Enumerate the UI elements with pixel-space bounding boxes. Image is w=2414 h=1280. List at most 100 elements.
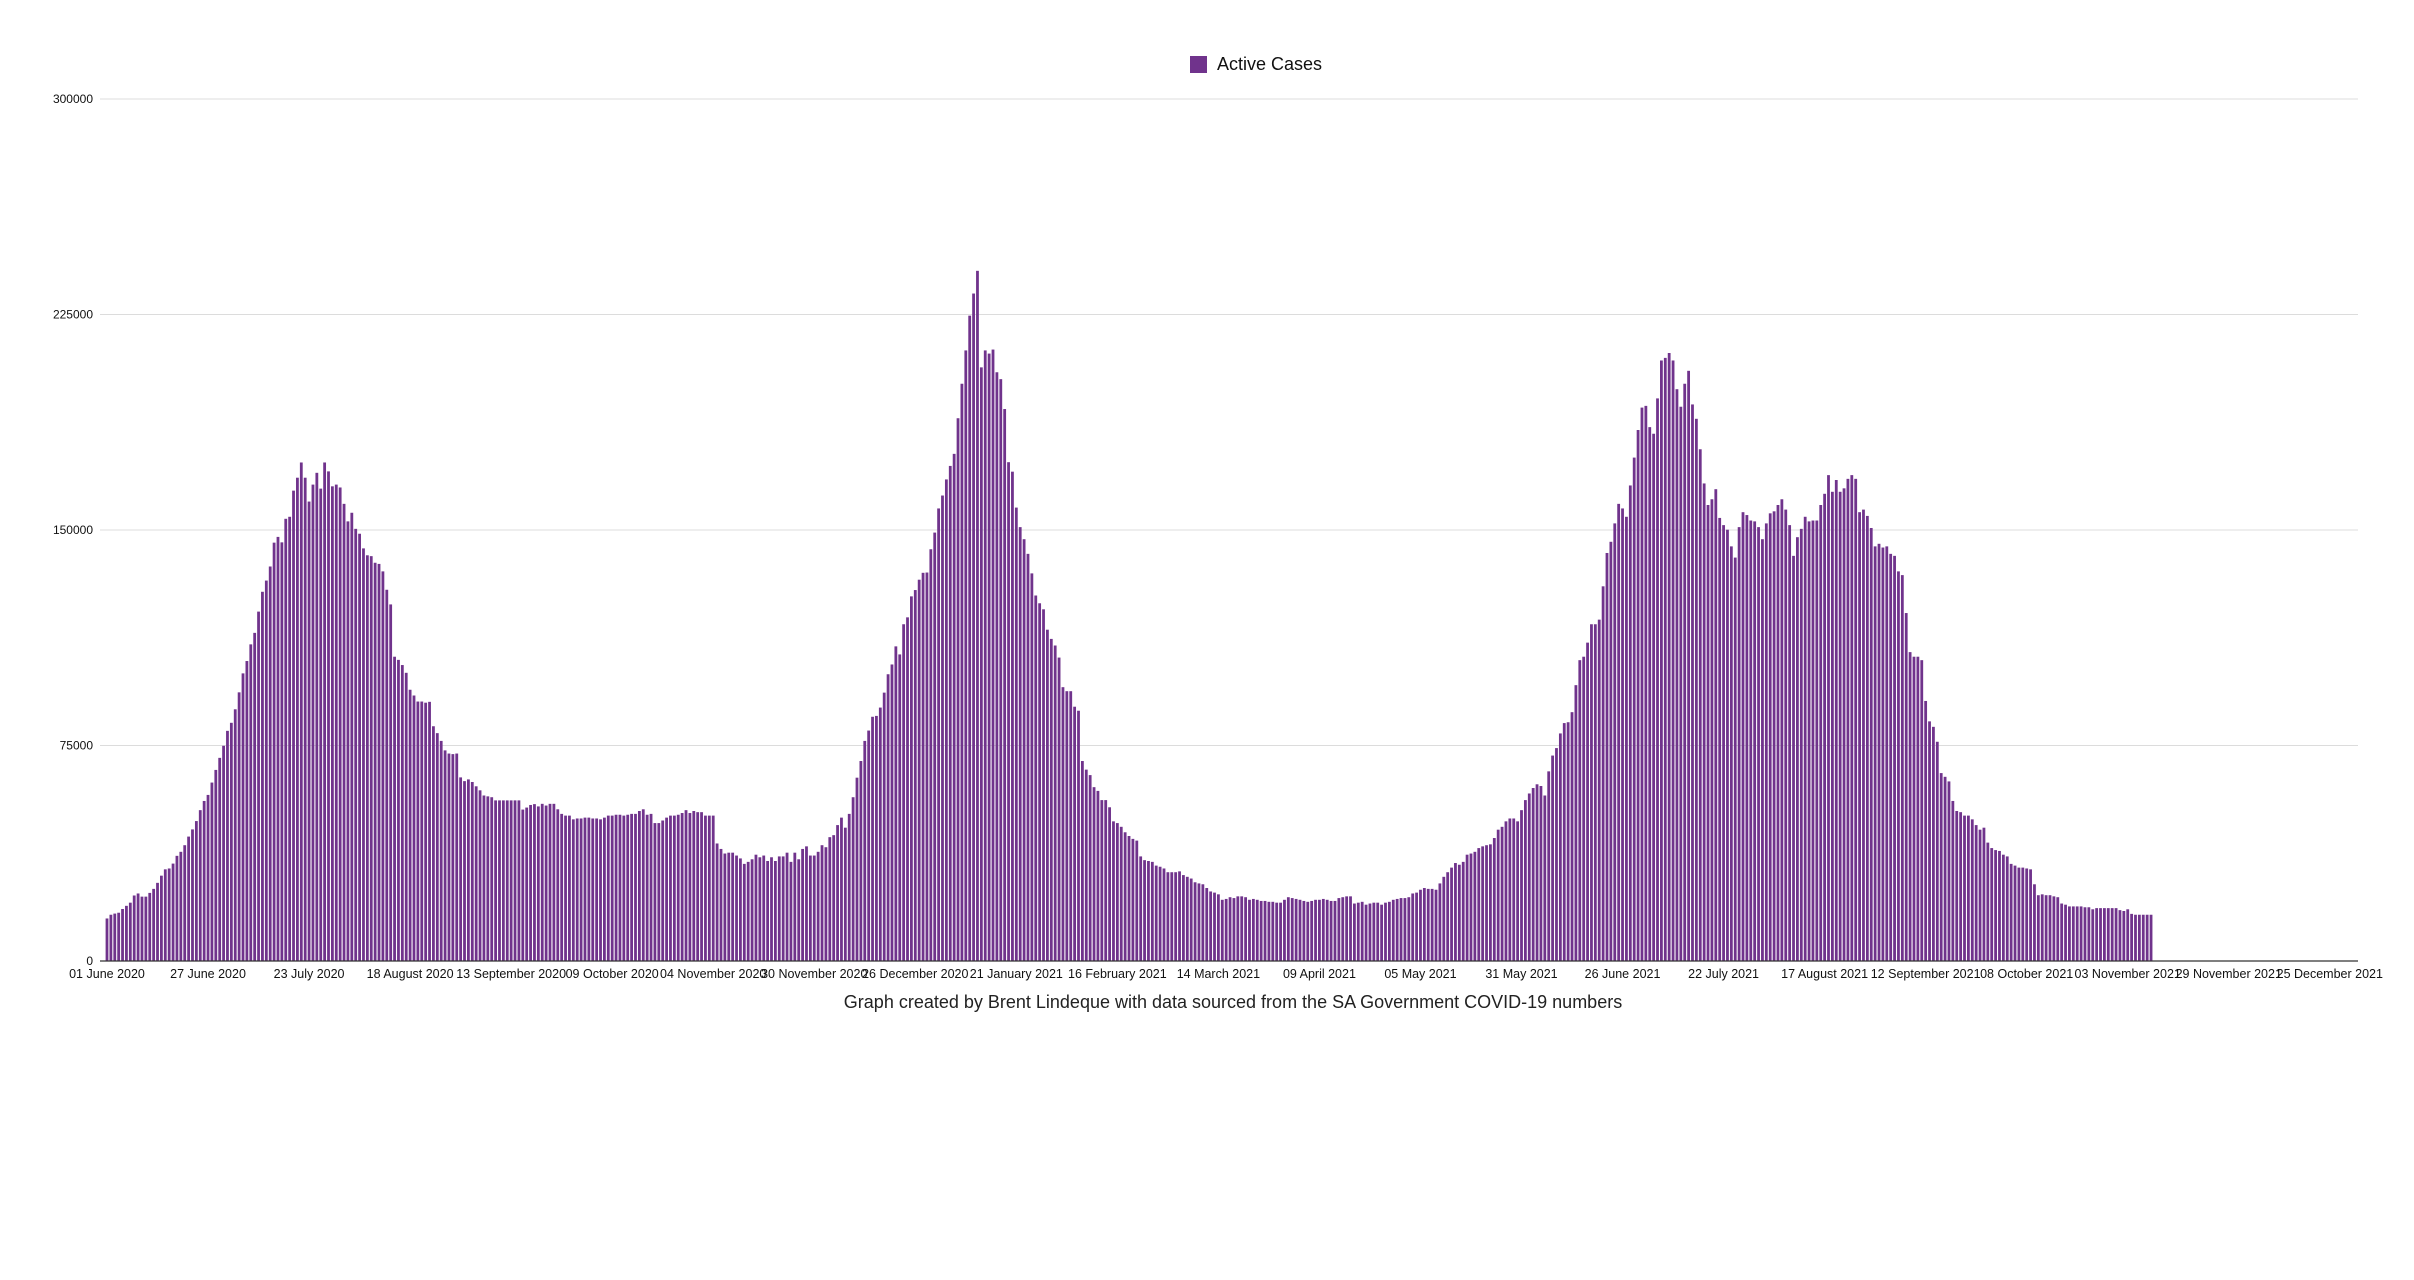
bar bbox=[1520, 810, 1523, 961]
bar bbox=[408, 689, 412, 961]
bar bbox=[925, 572, 929, 961]
x-tick-label: 14 March 2021 bbox=[1177, 967, 1260, 981]
bar bbox=[773, 861, 777, 961]
legend-swatch-icon bbox=[1190, 56, 1207, 73]
bar bbox=[1838, 491, 1842, 961]
bar bbox=[1259, 900, 1263, 961]
bar bbox=[160, 875, 163, 961]
bar bbox=[1030, 573, 1034, 961]
bar bbox=[1986, 842, 1990, 961]
bar bbox=[626, 814, 630, 961]
bar bbox=[1446, 872, 1450, 961]
bar bbox=[1419, 889, 1422, 961]
bar bbox=[979, 367, 983, 961]
bar bbox=[552, 803, 556, 961]
bar bbox=[797, 859, 801, 961]
bar bbox=[513, 800, 517, 961]
bar bbox=[1135, 840, 1139, 961]
x-tick-label: 29 November 2021 bbox=[2176, 967, 2282, 981]
bar bbox=[1733, 557, 1737, 961]
bar bbox=[478, 790, 482, 961]
bar bbox=[653, 823, 657, 961]
bar bbox=[362, 548, 365, 961]
bar bbox=[432, 726, 435, 961]
bar bbox=[1372, 902, 1376, 961]
bar bbox=[1865, 515, 1869, 961]
bar bbox=[1531, 788, 1535, 961]
bar bbox=[428, 701, 431, 961]
bar bbox=[1823, 493, 1827, 961]
bar bbox=[373, 562, 377, 961]
bar bbox=[1127, 836, 1131, 961]
bar bbox=[1119, 826, 1123, 961]
bar bbox=[1788, 525, 1792, 961]
bar bbox=[1617, 503, 1621, 961]
bar bbox=[132, 895, 136, 961]
bar bbox=[354, 528, 358, 961]
bar bbox=[1477, 848, 1481, 961]
bar bbox=[1959, 812, 1963, 961]
bar bbox=[921, 572, 925, 961]
bar bbox=[1671, 360, 1675, 961]
bar bbox=[999, 379, 1003, 961]
bar bbox=[886, 674, 890, 961]
bar bbox=[342, 503, 346, 961]
bar bbox=[1551, 755, 1554, 961]
bar bbox=[509, 800, 513, 961]
bar bbox=[2068, 906, 2071, 961]
bar bbox=[1422, 888, 1426, 961]
bar bbox=[2029, 869, 2032, 961]
y-axis-tick-labels: 0 75000 150000 225000 300000 bbox=[53, 92, 93, 968]
bar bbox=[272, 542, 276, 961]
bar bbox=[1702, 483, 1706, 961]
bar bbox=[1220, 899, 1224, 961]
bar bbox=[1092, 787, 1096, 961]
bar bbox=[723, 853, 727, 961]
bar bbox=[816, 851, 820, 961]
x-axis-tick-labels: 01 June 2020 27 June 2020 23 July 2020 18 A… bbox=[69, 967, 2383, 981]
bar bbox=[327, 471, 330, 961]
bar bbox=[420, 701, 424, 961]
bar bbox=[1691, 404, 1694, 962]
bar bbox=[144, 896, 148, 961]
x-tick-label: 17 August 2021 bbox=[1781, 967, 1868, 981]
legend[interactable]: Active Cases bbox=[1190, 54, 1322, 75]
bar bbox=[1998, 850, 2001, 961]
bar bbox=[1566, 722, 1570, 961]
bar bbox=[2075, 906, 2079, 961]
bar bbox=[583, 817, 587, 961]
bar bbox=[1500, 826, 1504, 961]
bar bbox=[766, 861, 770, 961]
bar bbox=[1512, 818, 1516, 961]
bar bbox=[1636, 430, 1640, 961]
bar bbox=[1042, 609, 1045, 961]
bar bbox=[956, 418, 960, 962]
bar bbox=[1014, 507, 1018, 961]
bar bbox=[2052, 896, 2056, 961]
bar bbox=[1007, 462, 1010, 961]
bar bbox=[1753, 521, 1757, 961]
bar bbox=[1990, 848, 1994, 961]
bar bbox=[1718, 517, 1722, 961]
bar bbox=[1053, 645, 1057, 961]
bar bbox=[1182, 875, 1185, 961]
bar bbox=[618, 814, 622, 961]
bar bbox=[2149, 914, 2153, 961]
bar bbox=[1131, 838, 1135, 961]
bar bbox=[1830, 491, 1834, 961]
bar bbox=[1558, 733, 1562, 961]
bar bbox=[276, 536, 280, 961]
bar bbox=[1679, 406, 1683, 961]
bar bbox=[264, 580, 268, 961]
bar bbox=[288, 516, 292, 961]
bar bbox=[1648, 427, 1652, 962]
bar bbox=[2137, 914, 2141, 961]
bar bbox=[591, 818, 595, 961]
bar bbox=[719, 848, 723, 961]
bar bbox=[1077, 710, 1080, 961]
bar bbox=[2114, 908, 2118, 961]
bar bbox=[1955, 811, 1959, 961]
bar bbox=[968, 315, 972, 962]
bar bbox=[1353, 903, 1356, 961]
bar bbox=[1426, 888, 1430, 961]
